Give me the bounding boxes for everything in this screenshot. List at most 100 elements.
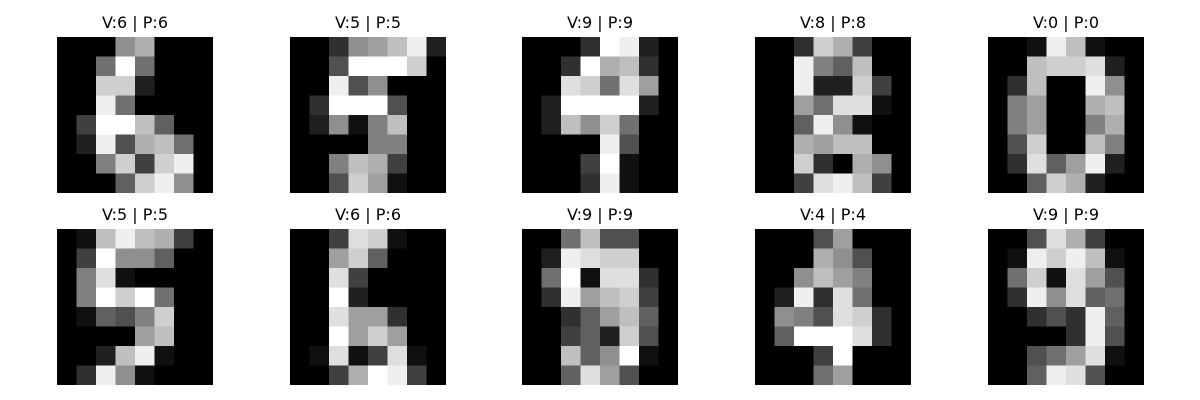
pixel-cell (1085, 173, 1106, 193)
pixel-cell (852, 326, 873, 347)
pixel-cell (794, 365, 814, 385)
pixel-cell (193, 287, 213, 308)
pixel-cell (57, 268, 77, 288)
pixel-cell (426, 248, 446, 269)
pixel-cell (1046, 365, 1067, 385)
pixel-cell (387, 95, 408, 116)
pixel-cell (813, 268, 834, 288)
pixel-cell (522, 268, 542, 288)
pixel-cell (387, 115, 408, 135)
pixel-cell (755, 229, 775, 249)
pixel-cell (1046, 229, 1067, 249)
pixel-cell (774, 365, 795, 385)
pixel-cell (852, 173, 873, 193)
pixel-cell (658, 229, 678, 249)
pixel-cell (96, 248, 116, 269)
pixel-cell (522, 134, 542, 155)
pixel-cell (329, 115, 349, 135)
pixel-cell (57, 37, 77, 57)
pixel-cell (1007, 287, 1028, 308)
pixel-cell (541, 326, 562, 347)
pixel-cell (891, 154, 911, 174)
pixel-cell (774, 95, 795, 116)
pixel-cell (1027, 287, 1047, 308)
pixel-cell (833, 37, 853, 57)
pixel-cell (407, 326, 427, 347)
pixel-cell (813, 248, 834, 269)
pixel-cell (290, 115, 310, 135)
pixel-cell (387, 173, 408, 193)
pixel-cell (580, 134, 601, 155)
pixel-cell (1027, 115, 1047, 135)
pixel-cell (1105, 76, 1125, 96)
pixel-cell (368, 37, 388, 57)
pixel-cell (368, 115, 388, 135)
pixel-cell (1105, 248, 1125, 269)
pixel-cell (135, 115, 155, 135)
pixel-cell (774, 229, 795, 249)
pixel-cell (135, 95, 155, 116)
pixel-cell (755, 154, 775, 174)
pixel-cell (522, 346, 542, 366)
pixel-cell (1027, 76, 1047, 96)
digit-image (522, 37, 678, 193)
pixel-cell (115, 326, 136, 347)
pixel-cell (368, 268, 388, 288)
pixel-cell (988, 173, 1008, 193)
pixel-cell (1066, 307, 1086, 327)
pixel-cell (619, 287, 640, 308)
pixel-cell (426, 76, 446, 96)
pixel-cell (96, 76, 116, 96)
pixel-cell (135, 76, 155, 96)
pixel-cell (290, 248, 310, 269)
panel-title: V:4 | P:4 (800, 205, 866, 224)
pixel-cell (407, 173, 427, 193)
pixel-cell (115, 365, 136, 385)
pixel-cell (329, 326, 349, 347)
pixel-cell (600, 134, 620, 155)
pixel-cell (1105, 268, 1125, 288)
pixel-cell (96, 37, 116, 57)
pixel-cell (57, 76, 77, 96)
pixel-cell (368, 154, 388, 174)
pixel-cell (174, 346, 194, 366)
pixel-cell (1046, 268, 1067, 288)
pixel-cell (794, 229, 814, 249)
pixel-cell (426, 365, 446, 385)
pixel-cell (426, 287, 446, 308)
pixel-cell (541, 229, 562, 249)
pixel-cell (813, 76, 834, 96)
pixel-cell (755, 115, 775, 135)
pixel-cell (348, 76, 369, 96)
pixel-cell (872, 115, 892, 135)
pixel-cell (1124, 346, 1144, 366)
digit-image (290, 229, 446, 385)
pixel-cell (290, 229, 310, 249)
pixel-cell (1105, 115, 1125, 135)
pixel-cell (1085, 248, 1106, 269)
pixel-cell (580, 365, 601, 385)
pixel-cell (76, 95, 97, 116)
pixel-cell (135, 229, 155, 249)
pixel-cell (794, 248, 814, 269)
pixel-cell (755, 95, 775, 116)
pixel-cell (1027, 268, 1047, 288)
pixel-cell (1007, 134, 1028, 155)
pixel-cell (794, 173, 814, 193)
pixel-cell (154, 95, 175, 116)
pixel-cell (329, 229, 349, 249)
pixel-cell (309, 287, 330, 308)
pixel-cell (1105, 37, 1125, 57)
pixel-cell (872, 307, 892, 327)
pixel-cell (76, 37, 97, 57)
pixel-cell (348, 346, 369, 366)
pixel-cell (872, 365, 892, 385)
pixel-cell (988, 115, 1008, 135)
pixel-cell (1085, 326, 1106, 347)
pixel-cell (115, 56, 136, 77)
pixel-cell (1066, 173, 1086, 193)
pixel-cell (794, 56, 814, 77)
pixel-cell (115, 134, 136, 155)
pixel-cell (1007, 229, 1028, 249)
pixel-cell (426, 326, 446, 347)
